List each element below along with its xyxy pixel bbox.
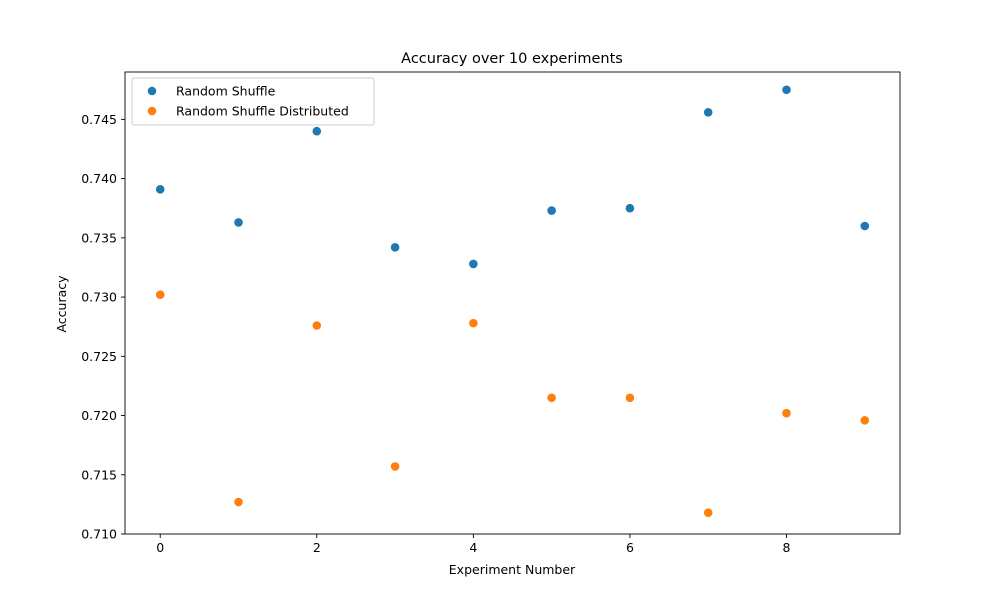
data-point-series-1 (782, 85, 791, 95)
data-point-series-1 (390, 243, 400, 252)
y-tick-label: 0.725 (81, 349, 117, 364)
data-point-series-1 (155, 184, 165, 194)
chart-title: Accuracy over 10 experiments (401, 51, 623, 67)
y-axis-label: Accuracy (54, 275, 69, 333)
x-tick-label: 2 (313, 540, 321, 555)
data-point-series-1 (547, 206, 556, 215)
data-point-series-1 (234, 218, 243, 227)
x-tick-label: 4 (469, 540, 477, 555)
data-point-series-2 (312, 321, 322, 330)
legend-marker (147, 86, 157, 96)
legend-label: Random Shuffle (176, 84, 276, 99)
x-tick-label: 8 (783, 540, 791, 555)
data-point-series-2 (155, 290, 165, 300)
data-point-series-2 (469, 318, 478, 328)
y-tick-label: 0.730 (81, 290, 117, 305)
y-tick-label: 0.720 (81, 408, 117, 423)
data-point-series-1 (860, 221, 870, 231)
legend-box (131, 77, 375, 126)
legend: Random Shuffle Random Shuffle Distributed (131, 77, 375, 126)
data-point-series-2 (625, 393, 635, 403)
data-point-series-1 (625, 203, 635, 213)
y-tick-label: 0.710 (81, 527, 117, 542)
x-axis-label: Experiment Number (449, 562, 576, 577)
y-tick-label: 0.745 (81, 112, 117, 127)
data-point-series-2 (703, 508, 713, 517)
x-tick-label: 6 (626, 540, 634, 555)
data-point-series-2 (390, 462, 400, 471)
plot-area: 0 2 4 6 8 0.710 0.715 0.720 0.725 0.730 0.735 0.740… (81, 71, 901, 555)
data-point-series-2 (547, 393, 556, 403)
y-tick-label: 0.735 (81, 230, 117, 245)
legend-marker (147, 106, 157, 116)
y-tick-label: 0.740 (81, 171, 117, 186)
axes-frame (124, 71, 901, 535)
data-point-series-2 (860, 415, 870, 425)
data-point-series-1 (469, 259, 478, 269)
data-point-series-1 (312, 126, 322, 136)
legend-label: Random Shuffle Distributed (176, 104, 349, 119)
y-tick-label: 0.715 (81, 467, 117, 482)
x-tick-label: 0 (156, 540, 164, 555)
data-point-series-2 (234, 497, 243, 507)
data-point-series-1 (703, 107, 713, 117)
data-point-series-2 (782, 408, 791, 418)
